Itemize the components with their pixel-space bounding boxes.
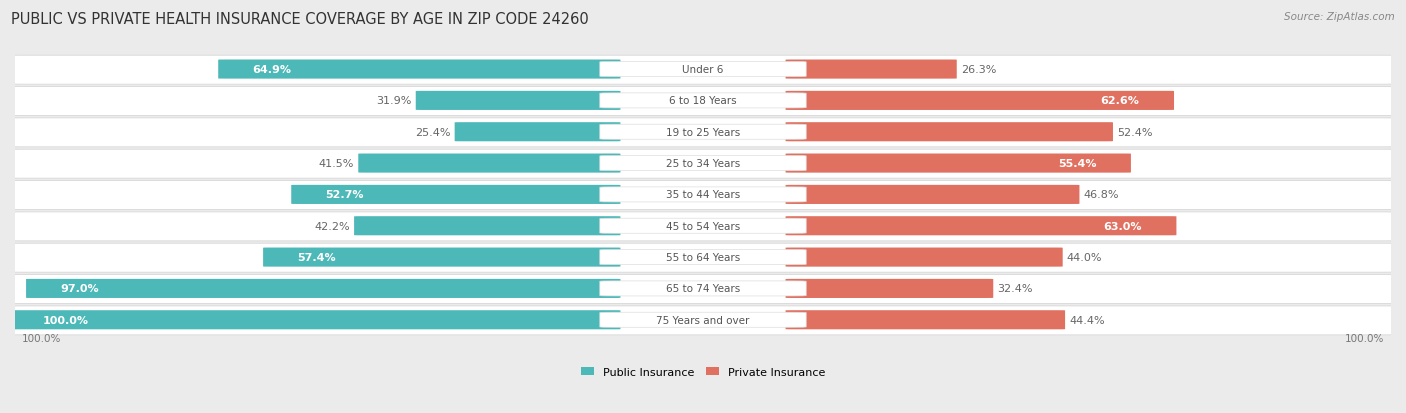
FancyBboxPatch shape [786, 217, 1177, 236]
Text: PUBLIC VS PRIVATE HEALTH INSURANCE COVERAGE BY AGE IN ZIP CODE 24260: PUBLIC VS PRIVATE HEALTH INSURANCE COVER… [11, 12, 589, 27]
Text: 46.8%: 46.8% [1084, 190, 1119, 200]
Text: 42.2%: 42.2% [315, 221, 350, 231]
FancyBboxPatch shape [6, 244, 1400, 273]
Text: 63.0%: 63.0% [1104, 221, 1142, 231]
FancyBboxPatch shape [291, 185, 620, 204]
FancyBboxPatch shape [786, 248, 1063, 267]
Text: 19 to 25 Years: 19 to 25 Years [666, 128, 740, 138]
Text: 55 to 64 Years: 55 to 64 Years [666, 252, 740, 262]
Text: 52.7%: 52.7% [326, 190, 364, 200]
FancyBboxPatch shape [600, 188, 806, 202]
FancyBboxPatch shape [263, 248, 620, 267]
FancyBboxPatch shape [786, 60, 956, 79]
Text: 45 to 54 Years: 45 to 54 Years [666, 221, 740, 231]
Text: 64.9%: 64.9% [253, 65, 291, 75]
FancyBboxPatch shape [6, 150, 1400, 179]
FancyBboxPatch shape [6, 56, 1400, 85]
Text: 44.4%: 44.4% [1069, 315, 1105, 325]
Text: 25 to 34 Years: 25 to 34 Years [666, 159, 740, 169]
FancyBboxPatch shape [354, 217, 620, 236]
Legend: Public Insurance, Private Insurance: Public Insurance, Private Insurance [576, 363, 830, 382]
Text: 100.0%: 100.0% [22, 333, 62, 343]
Text: 35 to 44 Years: 35 to 44 Years [666, 190, 740, 200]
Text: Under 6: Under 6 [682, 65, 724, 75]
FancyBboxPatch shape [6, 181, 1400, 210]
Text: 52.4%: 52.4% [1118, 128, 1153, 138]
FancyBboxPatch shape [27, 279, 620, 298]
Text: 65 to 74 Years: 65 to 74 Years [666, 284, 740, 294]
FancyBboxPatch shape [786, 154, 1130, 173]
FancyBboxPatch shape [600, 62, 806, 77]
FancyBboxPatch shape [786, 92, 1174, 111]
FancyBboxPatch shape [600, 313, 806, 328]
FancyBboxPatch shape [600, 125, 806, 140]
FancyBboxPatch shape [600, 281, 806, 296]
FancyBboxPatch shape [6, 306, 1400, 335]
Text: 97.0%: 97.0% [60, 284, 98, 294]
FancyBboxPatch shape [786, 311, 1066, 330]
Text: 25.4%: 25.4% [415, 128, 450, 138]
Text: 100.0%: 100.0% [1344, 333, 1384, 343]
Text: 75 Years and over: 75 Years and over [657, 315, 749, 325]
FancyBboxPatch shape [6, 275, 1400, 304]
FancyBboxPatch shape [6, 212, 1400, 241]
FancyBboxPatch shape [786, 185, 1080, 204]
FancyBboxPatch shape [786, 279, 993, 298]
Text: 26.3%: 26.3% [960, 65, 997, 75]
FancyBboxPatch shape [600, 219, 806, 234]
Text: 55.4%: 55.4% [1059, 159, 1097, 169]
FancyBboxPatch shape [600, 250, 806, 265]
FancyBboxPatch shape [6, 119, 1400, 147]
Text: 41.5%: 41.5% [319, 159, 354, 169]
Text: Source: ZipAtlas.com: Source: ZipAtlas.com [1284, 12, 1395, 22]
Text: 31.9%: 31.9% [377, 96, 412, 106]
FancyBboxPatch shape [8, 311, 620, 330]
FancyBboxPatch shape [218, 60, 620, 79]
FancyBboxPatch shape [359, 154, 620, 173]
Text: 100.0%: 100.0% [42, 315, 89, 325]
Text: 44.0%: 44.0% [1067, 252, 1102, 262]
FancyBboxPatch shape [600, 94, 806, 109]
FancyBboxPatch shape [6, 87, 1400, 116]
Text: 62.6%: 62.6% [1101, 96, 1140, 106]
FancyBboxPatch shape [786, 123, 1114, 142]
Text: 6 to 18 Years: 6 to 18 Years [669, 96, 737, 106]
Text: 57.4%: 57.4% [298, 252, 336, 262]
Text: 32.4%: 32.4% [997, 284, 1033, 294]
FancyBboxPatch shape [416, 92, 620, 111]
FancyBboxPatch shape [600, 156, 806, 171]
FancyBboxPatch shape [454, 123, 620, 142]
